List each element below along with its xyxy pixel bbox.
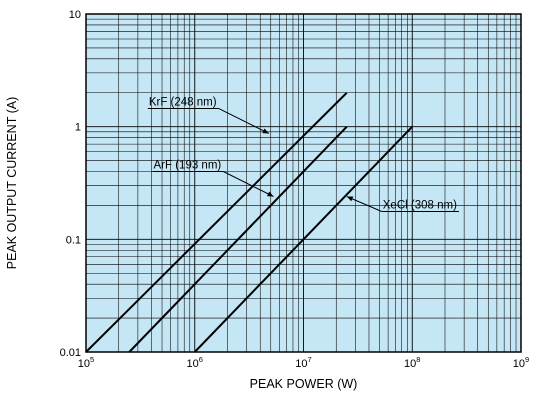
y-tick-label: 0.01 — [60, 347, 81, 359]
plot-frame — [85, 13, 522, 353]
label-arrowhead — [266, 191, 274, 197]
x-tick-label: 109 — [513, 355, 529, 370]
x-tick-label: 107 — [295, 355, 311, 370]
y-axis-ticks: 0.01 0.1 1 10 — [60, 9, 81, 359]
x-tick-label: 105 — [78, 355, 94, 370]
x-tick-label: 108 — [404, 355, 420, 370]
series-1: ArF (193 nm) — [128, 125, 348, 353]
series-2: XeCl (308 nm) — [194, 125, 459, 353]
label-arrowhead — [346, 196, 354, 202]
series-line — [194, 125, 413, 353]
label-leader-line — [223, 171, 274, 197]
y-tick-label: 1 — [75, 122, 81, 134]
label-leader-line — [346, 196, 382, 212]
series-label: KrF (248 nm) — [149, 96, 217, 108]
series-label: XeCl (308 nm) — [383, 199, 457, 211]
series-line — [85, 92, 348, 353]
y-tick-label: 10 — [69, 9, 81, 21]
y-tick-label: 0.1 — [66, 234, 81, 246]
label-arrowhead — [262, 128, 269, 134]
series-0: KrF (248 nm) — [85, 92, 348, 353]
series-line — [128, 125, 348, 353]
x-axis-title: PEAK POWER (W) — [250, 377, 358, 391]
x-tick-label: 106 — [187, 355, 203, 370]
series-group: KrF (248 nm) ArF (193 nm) XeCl (308 nm) — [85, 92, 459, 353]
x-axis-ticks: 105 106 107 108 109 — [78, 355, 529, 370]
label-leader-line — [218, 108, 270, 134]
y-axis-title: PEAK OUTPUT CURRENT (A) — [5, 97, 19, 269]
series-label: ArF (193 nm) — [154, 159, 222, 171]
grid-lines — [86, 14, 521, 352]
